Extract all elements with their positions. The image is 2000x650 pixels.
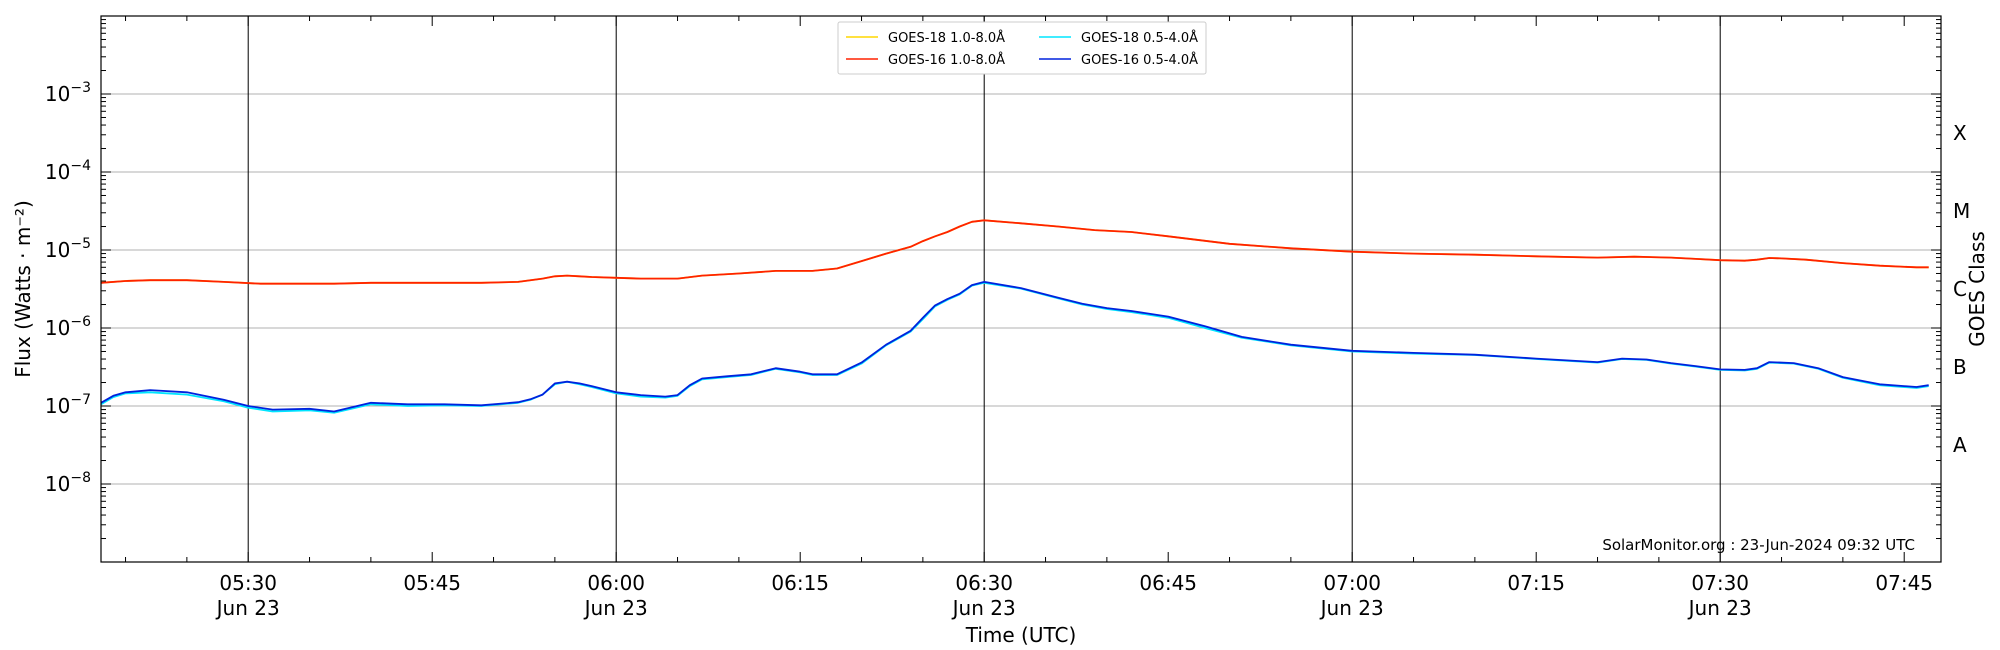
x-tick-label: 05:30 — [219, 571, 277, 595]
legend-label: GOES-16 0.5-4.0Å — [1081, 52, 1198, 68]
series-line-2 — [100, 219, 1929, 285]
legend: GOES-18 1.0-8.0Å GOES-16 1.0-8.0Å GOES-18 … — [837, 21, 1207, 75]
goes-class-label: X — [1953, 121, 1967, 145]
label-layer: Time (UTC) Flux (Watts · m⁻²) GOES Class… — [11, 200, 1989, 647]
series-line-4 — [100, 280, 1929, 413]
goes-class-label: A — [1953, 433, 1967, 457]
x-tick-label: 05:45 — [403, 571, 461, 595]
goes-class-label: M — [1953, 199, 1970, 223]
y-tick-label: 10−4 — [45, 158, 91, 184]
y-tick-label: 10−8 — [45, 470, 91, 496]
x-tick-label: 06:30 — [955, 571, 1013, 595]
x-tick-date-label: Jun 23 — [215, 596, 280, 620]
x-tick-date-label: Jun 23 — [1319, 596, 1384, 620]
x-tick-label: 07:45 — [1875, 571, 1933, 595]
right-axis-label: GOES Class — [1965, 231, 1989, 347]
x-tick-label: 07:30 — [1691, 571, 1749, 595]
x-tick-label: 06:45 — [1139, 571, 1197, 595]
plot-frame — [100, 15, 1942, 563]
y-axis-label: Flux (Watts · m⁻²) — [11, 200, 35, 378]
y-tick-label: 10−3 — [45, 80, 91, 106]
credit-text: SolarMonitor.org : 23-Jun-2024 09:32 UTC — [1602, 536, 1915, 554]
y-tick-label: 10−6 — [45, 314, 91, 340]
legend-label: GOES-16 1.0-8.0Å — [888, 52, 1005, 68]
x-tick-label: 07:15 — [1507, 571, 1565, 595]
y-tick-label: 10−5 — [45, 236, 91, 262]
goes-class-label: C — [1953, 277, 1967, 301]
series-layer — [100, 219, 1929, 414]
legend-label: GOES-18 1.0-8.0Å — [888, 30, 1005, 46]
grid-layer — [101, 16, 1941, 562]
legend-box — [837, 21, 1207, 75]
y-tick-label: 10−7 — [45, 392, 91, 418]
goes-class-label: B — [1953, 355, 1967, 379]
x-tick-date-label: Jun 23 — [951, 596, 1016, 620]
x-axis-label: Time (UTC) — [965, 623, 1077, 647]
x-tick-date-label: Jun 23 — [583, 596, 648, 620]
legend-label: GOES-18 0.5-4.0Å — [1081, 30, 1198, 46]
x-tick-label: 07:00 — [1323, 571, 1381, 595]
x-tick-date-label: Jun 23 — [1687, 596, 1752, 620]
x-tick-label: 06:00 — [587, 571, 645, 595]
x-tick-label: 06:15 — [771, 571, 829, 595]
